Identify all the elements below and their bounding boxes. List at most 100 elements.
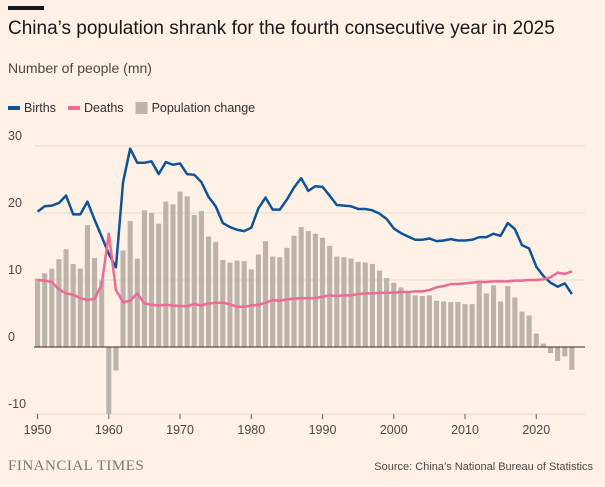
x-tick-label: 1950 (24, 423, 52, 437)
legend-label: Deaths (84, 101, 124, 115)
bar (205, 236, 212, 347)
bar (540, 343, 546, 347)
bar (469, 304, 475, 347)
bar (84, 225, 90, 347)
bar (405, 291, 411, 347)
bar (177, 191, 183, 347)
bar (34, 278, 41, 347)
bar (555, 347, 561, 362)
bar (284, 247, 290, 347)
bar (148, 213, 155, 347)
brand-bar (8, 6, 44, 10)
bar (106, 347, 112, 414)
legend-label: Population change (152, 101, 256, 115)
legend-swatch (8, 106, 20, 110)
bar (56, 259, 62, 347)
bar (419, 296, 425, 347)
bar (355, 261, 361, 347)
bar (319, 237, 326, 347)
line (36, 147, 573, 295)
bar (483, 293, 489, 347)
line (37, 232, 573, 309)
legend-label: Births (24, 101, 56, 115)
bar (398, 287, 404, 347)
bar (476, 280, 482, 347)
bar (334, 256, 340, 347)
bar (498, 301, 504, 347)
bar (369, 263, 375, 347)
bar (170, 204, 176, 347)
x-tick-label: 1980 (237, 423, 265, 437)
bar (348, 258, 354, 347)
x-tick-label: 1970 (166, 423, 194, 437)
bar (526, 315, 532, 347)
bar (134, 258, 140, 347)
bar (198, 210, 204, 347)
bar (70, 263, 76, 347)
bar (341, 257, 347, 347)
bar (191, 215, 197, 347)
bar (234, 260, 240, 347)
bar (412, 295, 418, 347)
bar (384, 277, 390, 347)
bar (562, 347, 568, 357)
bar (255, 254, 261, 347)
bar (277, 257, 283, 347)
bar (455, 302, 461, 347)
bar (441, 301, 447, 347)
bar (213, 241, 219, 347)
chart-subtitle: Number of people (mn) (8, 60, 152, 76)
bar (362, 262, 368, 347)
x-tick-label: 1960 (95, 423, 123, 437)
bar (376, 270, 383, 347)
bar (448, 302, 454, 347)
bar (533, 333, 539, 347)
bar (512, 297, 518, 347)
x-tick-label: 2000 (380, 423, 408, 437)
bar (91, 257, 98, 347)
bar (291, 235, 297, 347)
y-tick-label: 0 (8, 330, 15, 344)
bar (519, 311, 525, 347)
bar (547, 347, 554, 354)
x-tick-label: 1990 (309, 423, 337, 437)
y-tick-label: 20 (8, 196, 22, 210)
bar (433, 300, 440, 347)
bar (127, 221, 133, 347)
bar (305, 231, 311, 347)
bar (141, 210, 147, 347)
bar (505, 286, 511, 347)
x-tick-label: 2020 (522, 423, 550, 437)
legend-swatch (135, 102, 148, 114)
source: Source: China’s National Bureau of Stati… (374, 461, 593, 473)
bar (462, 304, 468, 347)
bar (241, 261, 247, 347)
bar (113, 347, 119, 371)
bar (156, 223, 162, 347)
bar (298, 227, 304, 347)
bar (569, 347, 575, 370)
bar (262, 241, 269, 347)
y-tick-label: 10 (8, 263, 22, 277)
bar (490, 285, 497, 347)
brand: FINANCIAL TIMES (8, 458, 144, 474)
bar (184, 196, 190, 347)
bar (426, 295, 432, 347)
bar (248, 269, 254, 347)
y-tick-label: 30 (8, 129, 22, 143)
bar (391, 282, 397, 347)
bar (49, 268, 55, 347)
plot: -10 0 10 20 30 1950 1960 1970 1980 1990 2000 2010 20… (8, 129, 585, 437)
bar (42, 273, 48, 347)
bar (63, 249, 69, 347)
legend: Births Deaths Population change (8, 101, 255, 115)
legend-swatch (67, 106, 80, 110)
y-tick-label: -10 (8, 397, 26, 411)
bar (312, 233, 318, 347)
bar (270, 256, 276, 347)
bar (120, 250, 126, 347)
bar (163, 201, 169, 347)
chart-title: China’s population shrank for the fourth… (8, 18, 555, 39)
